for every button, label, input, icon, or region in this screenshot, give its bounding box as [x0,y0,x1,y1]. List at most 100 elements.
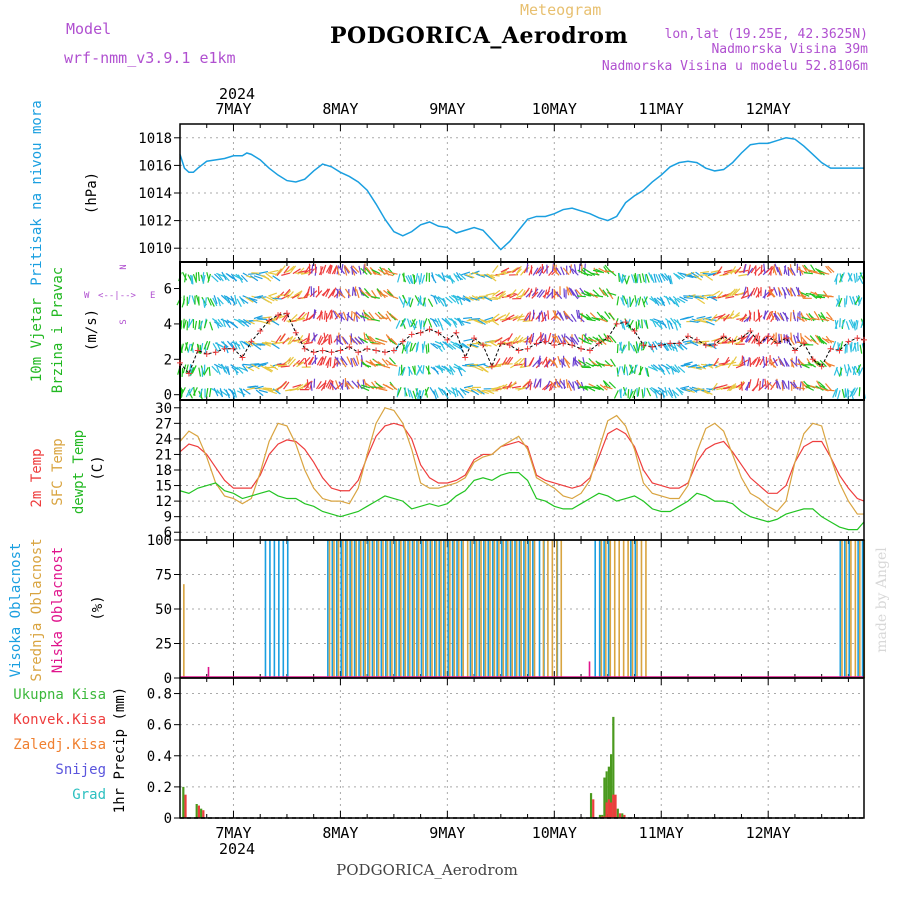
wind-barb [201,272,205,282]
wind-barb [770,382,777,391]
wind-barb [486,273,496,279]
wind-barb [516,288,524,297]
cloud-bar [640,540,643,678]
wind-barb [182,318,185,328]
wind-barb [369,361,378,367]
temp-line-1 [179,407,864,515]
wind-barb [507,333,513,342]
wind-barb [659,367,666,376]
wind-barb [766,288,773,298]
wind-speed-marker [480,342,487,349]
top-date-12MAY: 12MAY [746,100,791,118]
wind-barb [637,342,641,352]
wind-barb [797,294,807,297]
wind-barb [775,379,779,389]
wind-barb [713,314,723,319]
wind-barb [847,389,850,399]
wind-barb [355,355,360,365]
wind-speed-marker [800,340,807,347]
wind-barb [763,310,767,320]
wind-speed-marker [586,347,593,354]
wind-barb [241,320,250,328]
wind-barb [507,356,514,365]
wind-barb [251,363,260,370]
wind-barb [650,296,657,305]
wind-barb [676,319,682,328]
top-date-labels: 7MAY 8MAY 9MAY 10MAY 11MAY 12MAY [215,100,790,118]
wind-barb [317,382,326,390]
wind-barb [685,388,695,393]
wind-barb [800,292,810,297]
wind-speed-marker [595,340,602,347]
compass-n: N [119,264,129,269]
wind-barb [568,287,575,296]
wind-barb [748,334,754,343]
wind-barb [654,389,658,399]
wind-barb [743,264,747,274]
wind-barb [476,388,485,395]
wind-barb [608,312,615,321]
ytick-label: 75 [155,568,172,584]
precip-bar [603,816,606,818]
wind-barb [279,380,287,389]
precip-bar [605,802,608,818]
wind-barb [240,274,248,283]
wind-speed-marker [185,370,192,377]
precip-bar [616,808,619,818]
wind-barb [454,295,460,305]
cloud-bar [335,540,338,678]
wind-barb [623,364,626,374]
wind-speed-marker [497,340,504,347]
wind-barb [785,286,791,296]
precip-bar [601,816,604,818]
wind-barb [438,364,444,374]
wind-barb [427,318,433,328]
wind-barb [350,266,358,275]
wind-barb [574,333,580,343]
wind-barb [650,274,655,284]
wind-barb [654,297,662,305]
wind-barb [647,341,653,351]
wind-barb [369,335,377,343]
wind-barb [793,334,797,344]
wind-barb [461,320,471,325]
wind-barb [598,334,605,343]
wind-barb [629,343,636,352]
wind-barb [673,343,678,352]
wind-barb [555,291,563,300]
wind-speed-marker [631,328,638,334]
wind-barb [388,357,396,365]
wind-barb [224,320,231,329]
wind-barb [790,359,798,367]
wind-barb [801,316,811,321]
wind-barb [313,332,316,342]
wind-barb [778,266,783,276]
cloud-bar [527,540,530,678]
wind-speed-marker [845,338,852,345]
wind-barb [463,316,473,320]
wind-barb [813,295,823,298]
wind-barb [773,286,778,296]
wind-speed-marker [364,345,371,352]
ytick-label: 30 [155,401,172,417]
wind-barb [653,318,662,323]
wind-barb [335,338,344,346]
wind-barb [825,338,835,343]
wind-speed-marker [791,347,798,354]
wind-barb [543,312,547,322]
wind-barb [802,264,808,274]
wind-barb [202,298,206,308]
wind-barb [466,364,476,368]
cloud-bar [400,540,402,678]
wind-barb [418,390,422,400]
wind-barb [796,386,806,390]
wind-barb [332,310,338,319]
wind-barb [318,311,322,321]
wind-barb [309,356,314,366]
wind-barb [245,366,255,372]
wind-barb [748,379,752,389]
cloud-bar [509,540,512,678]
wind-speed-marker [266,317,273,324]
cloud-bar [431,540,433,678]
